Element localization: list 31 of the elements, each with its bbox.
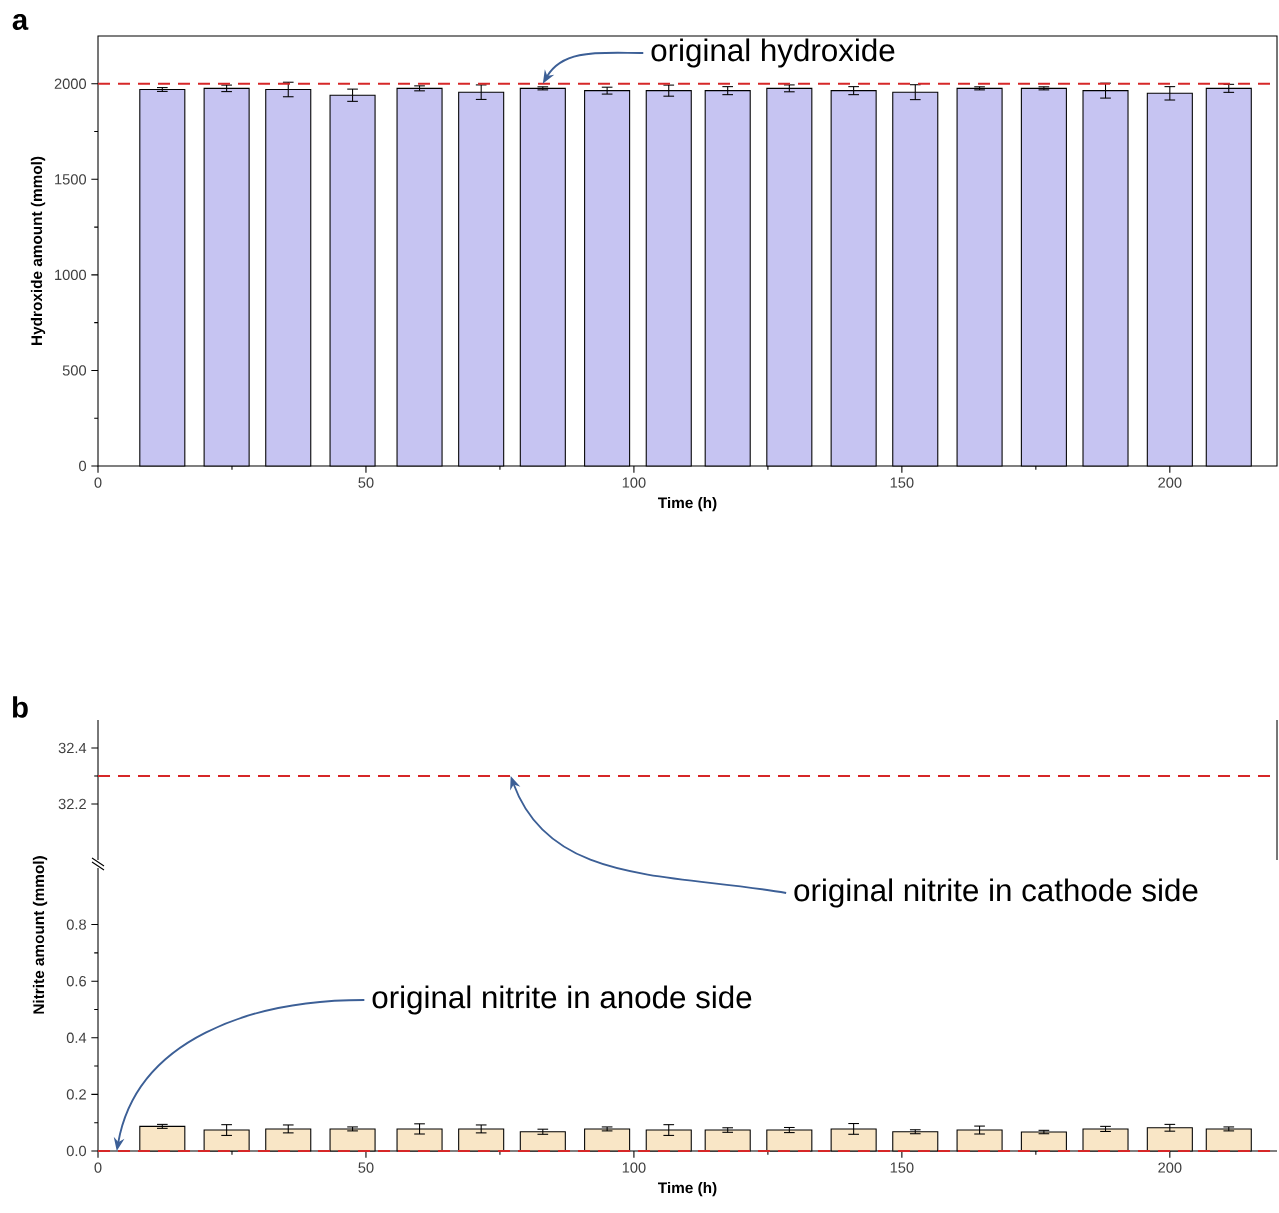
annotation: original nitrite in anode side — [372, 985, 752, 1015]
y-tick-label: 0.2 — [66, 1089, 86, 1100]
x-tick-label: 200 — [1158, 477, 1182, 488]
y-tick-label: 0.6 — [66, 976, 86, 987]
chart-title: b — [12, 696, 28, 718]
annotation: original hydroxide — [651, 38, 895, 68]
y-tick-label: 500 — [62, 365, 87, 376]
x-tick-label: 200 — [1158, 1162, 1182, 1173]
x-tick-label: 150 — [890, 1162, 914, 1173]
y-axis-title: Nitrite amount (mmol) — [32, 856, 48, 1014]
x-tick-label: 150 — [890, 477, 914, 488]
x-tick-label: 50 — [358, 477, 374, 488]
y-tick-label: 32.2 — [58, 798, 86, 810]
y-axis-title: Hydroxide amount (mmol) — [30, 156, 46, 345]
y-tick-label: 0.4 — [66, 1032, 87, 1043]
chart-title: a — [12, 13, 29, 31]
y-tick-label: 1000 — [55, 269, 87, 281]
y-tick-label: 0 — [79, 460, 87, 472]
y-tick-label: 0.0 — [66, 1145, 87, 1157]
x-tick-label: 100 — [622, 477, 646, 488]
y-tick-label: 1500 — [55, 174, 87, 185]
x-axis-title: Time (h) — [658, 1181, 717, 1197]
annotation: original nitrite in cathode side — [794, 878, 1198, 908]
y-tick-label: 32.4 — [58, 742, 87, 754]
x-tick-label: 0 — [94, 1162, 102, 1173]
x-tick-label: 100 — [622, 1162, 646, 1173]
x-tick-label: 0 — [94, 477, 102, 488]
x-tick-label: 50 — [358, 1162, 374, 1173]
y-tick-label: 2000 — [54, 78, 87, 89]
y-tick-label: 0.8 — [66, 919, 86, 930]
x-axis-title: Time (h) — [658, 496, 717, 512]
